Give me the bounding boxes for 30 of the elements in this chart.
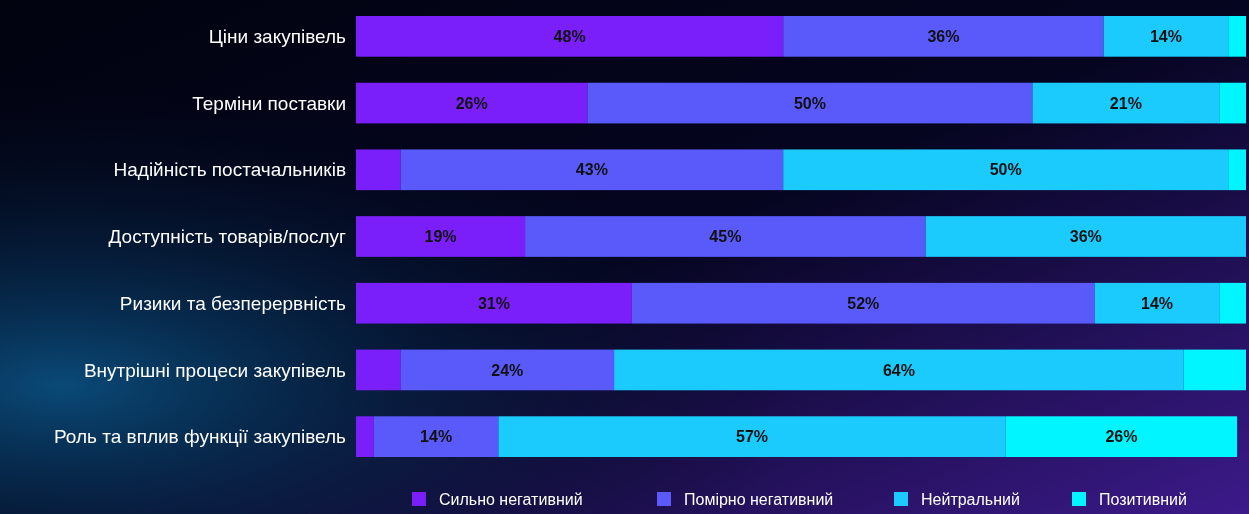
y-tick-label: Терміни поставки <box>192 92 346 114</box>
data-label: 14% <box>1140 294 1174 312</box>
legend-label: Позитивний <box>1099 490 1187 508</box>
y-tick-label: Внутрішні процеси закупівель <box>83 359 347 381</box>
y-tick-label: Доступність товарів/послуг <box>108 226 347 248</box>
data-label: 45% <box>709 228 742 246</box>
data-label: 19% <box>424 228 457 246</box>
data-label: 14% <box>1149 27 1182 45</box>
y-tick-label: Роль та вплив функції закупівель <box>53 426 347 448</box>
legend-label: Помірно негативний <box>684 490 834 508</box>
data-label: 43% <box>575 161 608 179</box>
legend-label: Нейтральний <box>921 490 1020 508</box>
y-tick-label: Ціни закупівель <box>208 26 347 47</box>
data-label: 26% <box>1105 428 1138 446</box>
data-label: 50% <box>989 161 1022 179</box>
data-label: 52% <box>847 294 880 312</box>
data-label: 64% <box>882 361 915 379</box>
data-label: 24% <box>491 361 524 379</box>
data-label: 36% <box>1069 228 1102 246</box>
data-label: 57% <box>736 428 769 446</box>
data-label: 36% <box>927 27 960 45</box>
legend-label: Сильно негативний <box>439 490 583 508</box>
data-label: 14% <box>420 428 453 446</box>
y-tick-label: Надійність постачальників <box>113 159 346 181</box>
data-label: 48% <box>553 27 586 45</box>
data-label: 31% <box>477 294 510 312</box>
y-tick-label: Ризики та безперервність <box>119 292 347 314</box>
data-label: 50% <box>793 94 826 112</box>
data-label: 26% <box>455 94 488 112</box>
data-label: 21% <box>1109 94 1142 112</box>
